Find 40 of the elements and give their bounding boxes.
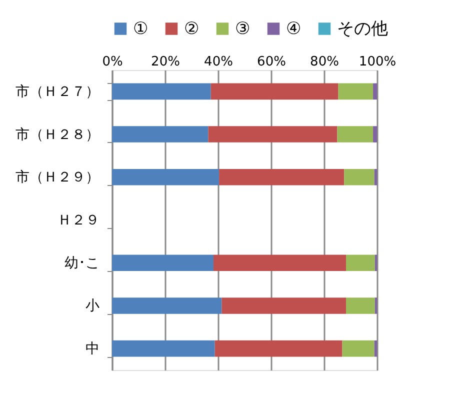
x-tick-label: 20% bbox=[151, 54, 180, 70]
bar bbox=[112, 254, 214, 271]
x-tick-label: 0% bbox=[102, 54, 123, 70]
bar bbox=[373, 83, 377, 100]
bar bbox=[337, 126, 374, 142]
bar bbox=[219, 169, 344, 186]
bar bbox=[344, 169, 374, 186]
bar bbox=[338, 83, 374, 100]
bar bbox=[112, 340, 215, 357]
legend-label: ① bbox=[133, 18, 148, 39]
bar bbox=[222, 298, 346, 314]
bar bbox=[214, 340, 342, 357]
legend-label: ② bbox=[184, 18, 200, 39]
bar bbox=[342, 340, 374, 357]
bar bbox=[374, 340, 377, 357]
x-tick-label: 80% bbox=[310, 54, 339, 70]
bar bbox=[373, 126, 377, 142]
legend-label: ④ bbox=[286, 18, 302, 39]
bar bbox=[112, 169, 220, 186]
y-tick-label: 中 bbox=[86, 341, 100, 358]
x-tick-label: 100% bbox=[358, 54, 396, 70]
legend-label: ③ bbox=[235, 18, 250, 39]
bar bbox=[374, 169, 377, 186]
y-tick-label: Ｈ２９ bbox=[58, 212, 100, 228]
bar bbox=[112, 126, 208, 142]
y-tick-label: 小 bbox=[86, 298, 100, 314]
x-tick-label: 60% bbox=[257, 54, 286, 70]
bar bbox=[346, 254, 375, 271]
bar bbox=[208, 126, 338, 142]
bar bbox=[112, 298, 222, 314]
bar bbox=[210, 83, 338, 100]
bar bbox=[213, 254, 346, 271]
y-tick-label: 市（Ｈ２７） bbox=[16, 84, 100, 100]
y-tick-label: 幼･こ bbox=[64, 255, 100, 272]
x-tick-label: 40% bbox=[204, 54, 233, 70]
bar bbox=[112, 83, 211, 100]
y-tick-label: 市（Ｈ２９） bbox=[16, 170, 100, 186]
bar bbox=[346, 298, 375, 314]
legend-label: その他 bbox=[337, 18, 388, 39]
y-tick-label: 市（Ｈ２８） bbox=[16, 126, 100, 143]
